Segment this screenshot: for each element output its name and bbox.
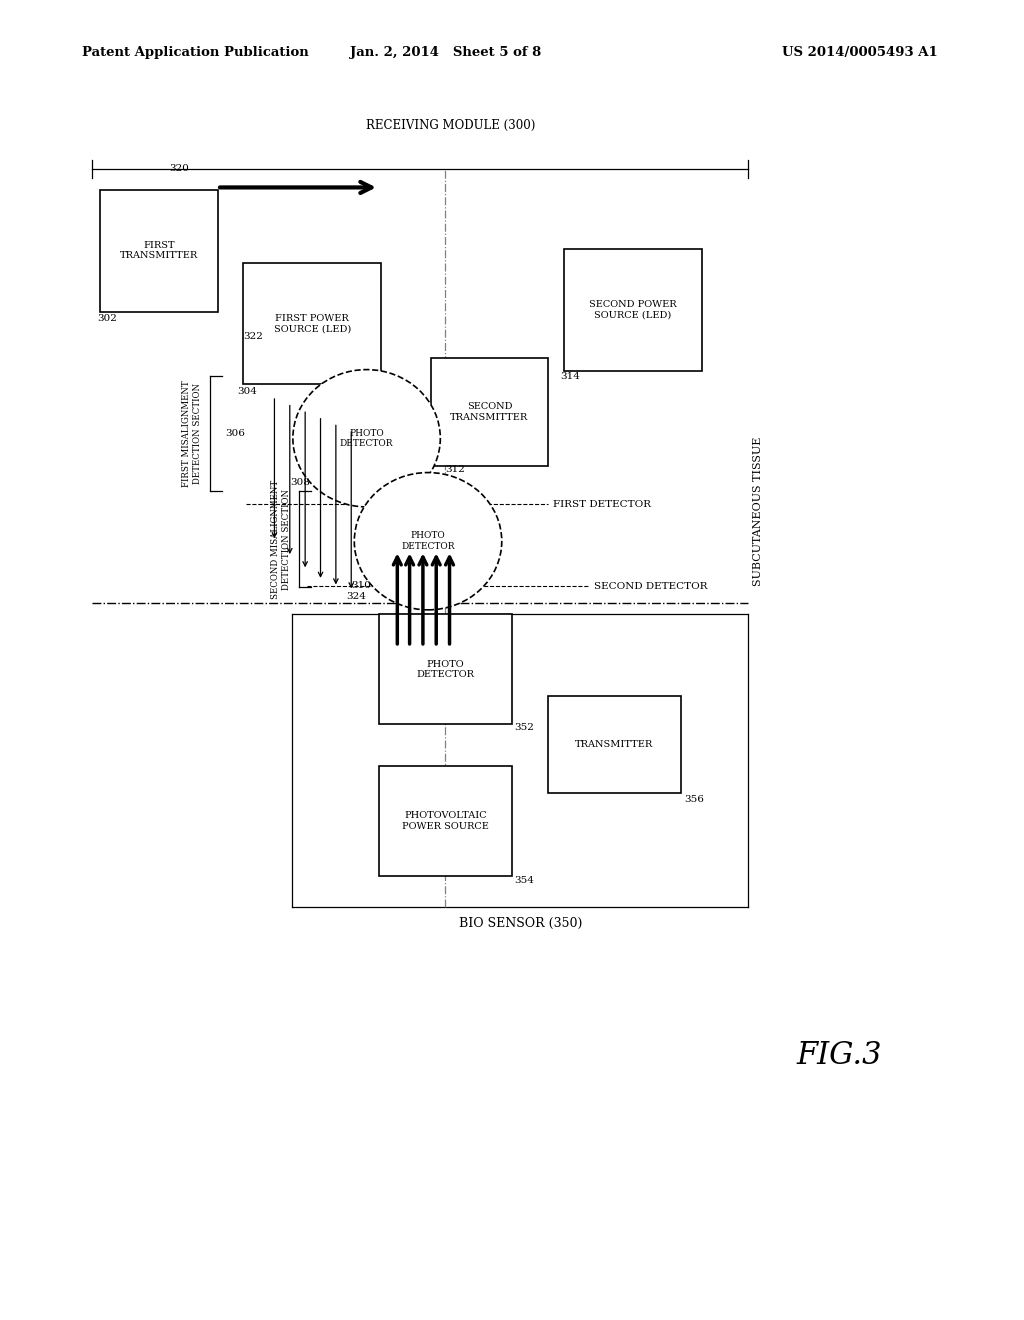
FancyBboxPatch shape [548,696,681,793]
Text: SECOND POWER
SOURCE (LED): SECOND POWER SOURCE (LED) [589,301,677,319]
Text: 304: 304 [238,387,257,396]
Text: FIRST DETECTOR: FIRST DETECTOR [553,500,651,508]
Text: SECOND MISALIGNMENT
DETECTION SECTION: SECOND MISALIGNMENT DETECTION SECTION [271,479,291,599]
FancyBboxPatch shape [563,249,702,371]
Text: 352: 352 [514,723,534,733]
Text: FIRST POWER
SOURCE (LED): FIRST POWER SOURCE (LED) [273,314,351,333]
Text: SECOND
TRANSMITTER: SECOND TRANSMITTER [451,403,528,421]
Text: 308: 308 [290,478,309,487]
Text: PHOTO
DETECTOR: PHOTO DETECTOR [417,660,474,678]
Text: SUBCUTANEOUS TISSUE: SUBCUTANEOUS TISSUE [753,436,763,586]
Ellipse shape [354,473,502,610]
FancyBboxPatch shape [430,358,549,466]
Text: 312: 312 [445,465,465,474]
Text: 314: 314 [560,372,580,381]
Text: 320: 320 [169,165,188,173]
Text: 302: 302 [97,314,117,323]
Text: US 2014/0005493 A1: US 2014/0005493 A1 [782,46,938,59]
Text: TRANSMITTER: TRANSMITTER [575,741,653,748]
Text: FIRST MISALIGNMENT
DETECTION SECTION: FIRST MISALIGNMENT DETECTION SECTION [182,380,202,487]
FancyBboxPatch shape [379,766,512,876]
Text: 354: 354 [514,876,534,886]
FancyBboxPatch shape [244,263,381,384]
Text: 356: 356 [684,795,703,804]
Text: FIRST
TRANSMITTER: FIRST TRANSMITTER [120,242,198,260]
Text: 310: 310 [351,581,371,590]
Text: PHOTOVOLTAIC
POWER SOURCE: PHOTOVOLTAIC POWER SOURCE [402,812,488,830]
Text: 322: 322 [244,333,263,341]
Text: PHOTO
DETECTOR: PHOTO DETECTOR [401,532,455,550]
Text: FIG.3: FIG.3 [797,1040,883,1072]
Text: 324: 324 [346,593,366,601]
Text: BIO SENSOR (350): BIO SENSOR (350) [459,917,582,931]
Text: SECOND DETECTOR: SECOND DETECTOR [594,582,708,590]
Text: 306: 306 [225,429,245,438]
FancyBboxPatch shape [100,190,218,312]
Text: PHOTO
DETECTOR: PHOTO DETECTOR [340,429,393,447]
Ellipse shape [293,370,440,507]
Text: Jan. 2, 2014   Sheet 5 of 8: Jan. 2, 2014 Sheet 5 of 8 [350,46,541,59]
Text: RECEIVING MODULE (300): RECEIVING MODULE (300) [366,119,536,132]
Text: Patent Application Publication: Patent Application Publication [82,46,308,59]
FancyBboxPatch shape [379,615,512,723]
